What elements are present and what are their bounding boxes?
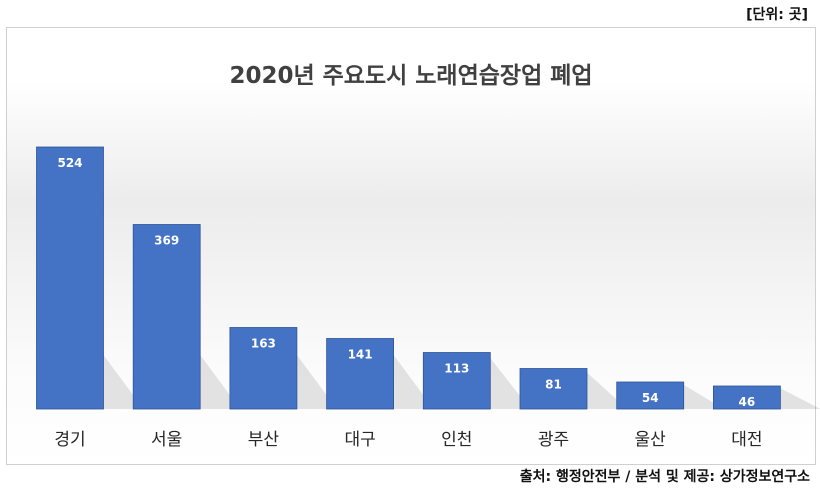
category-label: 대전 xyxy=(731,430,762,450)
data-label: 54 xyxy=(642,391,659,405)
category-label: 울산 xyxy=(635,430,667,450)
bar-shadow xyxy=(780,388,820,409)
bar xyxy=(519,368,588,410)
data-label: 369 xyxy=(154,234,179,248)
bar xyxy=(616,381,685,410)
chart-title: 2020년 주요도시 노래연습장업 폐업 xyxy=(229,63,593,89)
category-label: 경기 xyxy=(54,430,85,450)
bar xyxy=(36,146,104,410)
data-label: 141 xyxy=(348,348,373,362)
data-label: 46 xyxy=(739,395,756,409)
unit-note: [단위: 곳] xyxy=(746,7,808,23)
source-note: 출처: 행정안전부 / 분석 및 제공: 상가정보연구소 xyxy=(519,469,810,485)
data-label: 524 xyxy=(57,156,82,170)
category-label: 인천 xyxy=(441,430,472,450)
bar xyxy=(713,385,781,410)
bar-shadow xyxy=(683,384,724,409)
bar xyxy=(229,327,298,410)
category-label: 부산 xyxy=(248,430,280,450)
data-label: 81 xyxy=(545,378,562,392)
category-label: 서울 xyxy=(151,430,182,450)
category-label: 대구 xyxy=(344,430,375,450)
bar xyxy=(132,224,201,410)
data-label: 113 xyxy=(444,362,469,376)
category-label: 광주 xyxy=(538,430,569,450)
data-label: 163 xyxy=(251,337,276,351)
bar xyxy=(422,352,491,410)
bar xyxy=(326,338,395,410)
